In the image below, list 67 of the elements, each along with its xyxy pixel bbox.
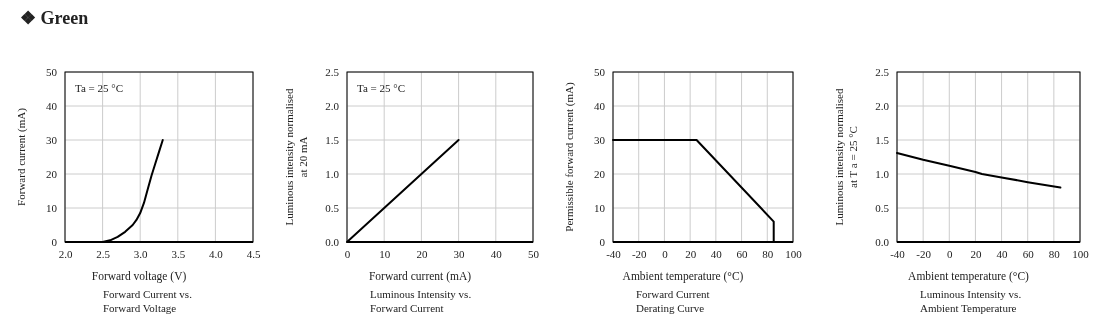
y-tick-label: 20 [46,168,58,181]
x-tick-label: 40 [490,247,503,260]
x-tick-label: 0 [947,247,954,260]
x-tick-label: 2.0 [58,247,73,260]
x-tick-label: 80 [1048,247,1061,260]
x-axis-title: Forward current (mA) [368,270,472,283]
y-tick-label: 1.0 [875,168,890,181]
x-tick-label: 40 [996,247,1009,260]
x-tick-label: -20 [631,247,648,260]
text: Forward Current vs. Forward Voltage [103,288,193,314]
x-tick-label: -40 [606,247,622,260]
y-tick-label: 0 [51,236,58,249]
y-tick-label: 0.5 [875,202,890,215]
x-tick-label: 100 [1072,247,1090,260]
y-tick-label: 50 [594,66,606,79]
y-tick-label: 50 [46,66,58,79]
x-tick-label: 20 [685,247,697,260]
y-tick-label: 0.0 [325,236,340,249]
x-tick-label: 20 [970,247,982,260]
x-axis-title: Ambient temperature (°C) [908,270,1030,283]
y-axis-title: Luminous intensity normalised at T a = 25 °C [833,88,859,226]
annotation: Ta = 25 °C [357,82,406,94]
y-tick-label: 0.5 [325,202,340,215]
y-axis-title: Permissible forward current (mA) [563,81,576,232]
y-tick-label: 40 [594,100,606,113]
y-tick-label: 10 [46,202,58,215]
x-tick-label: 30 [453,247,466,260]
x-tick-label: -20 [916,247,932,260]
y-tick-label: 2.5 [875,66,890,79]
y-tick-label: 1.0 [325,168,340,181]
y-tick-label: 0 [599,236,606,249]
x-tick-label: 2.5 [96,247,111,260]
x-tick-label: 10 [379,247,391,260]
x-axis-title: Forward voltage (V) [91,270,187,283]
x-tick-label: 4.5 [246,247,261,260]
x-tick-label: 60 [1022,247,1035,260]
x-tick-label: 60 [736,247,749,260]
x-tick-label: 3.5 [171,247,186,260]
x-tick-label: 100 [785,247,803,260]
y-tick-label: 10 [594,202,606,215]
text: Forward Current Derating Curve [636,288,710,314]
y-tick-label: 2.5 [325,66,340,79]
x-tick-label: 50 [528,247,540,260]
x-tick-label: 20 [416,247,428,260]
chart-title: ❖ Green [20,8,89,28]
y-tick-label: 20 [594,168,606,181]
y-tick-label: 2.0 [875,100,890,113]
x-tick-label: 40 [710,247,723,260]
y-tick-label: 1.5 [875,134,890,147]
y-tick-label: 40 [46,100,58,113]
y-tick-label: 1.5 [325,134,340,147]
x-tick-label: 80 [762,247,774,260]
y-tick-label: 30 [594,134,606,147]
text: Luminous Intensity vs. Ambient Temperature [920,288,1022,314]
y-axis-title: Forward current (mA) [15,107,28,206]
annotation: Ta = 25 °C [75,82,124,94]
y-axis-title: Luminous intensity normalised at 20 mA [283,88,309,226]
y-tick-label: 2.0 [325,100,340,113]
x-tick-label: 3.0 [133,247,149,260]
x-tick-label: 4.0 [209,247,224,260]
x-axis-title: Ambient temperature (°C) [622,270,744,283]
text: Luminous Intensity vs. Forward Current [370,288,472,314]
x-tick-label: -40 [890,247,906,260]
x-tick-label: 0 [662,247,669,260]
y-tick-label: 0.0 [875,236,890,249]
y-tick-label: 30 [46,134,58,147]
x-tick-label: 0 [344,247,351,260]
